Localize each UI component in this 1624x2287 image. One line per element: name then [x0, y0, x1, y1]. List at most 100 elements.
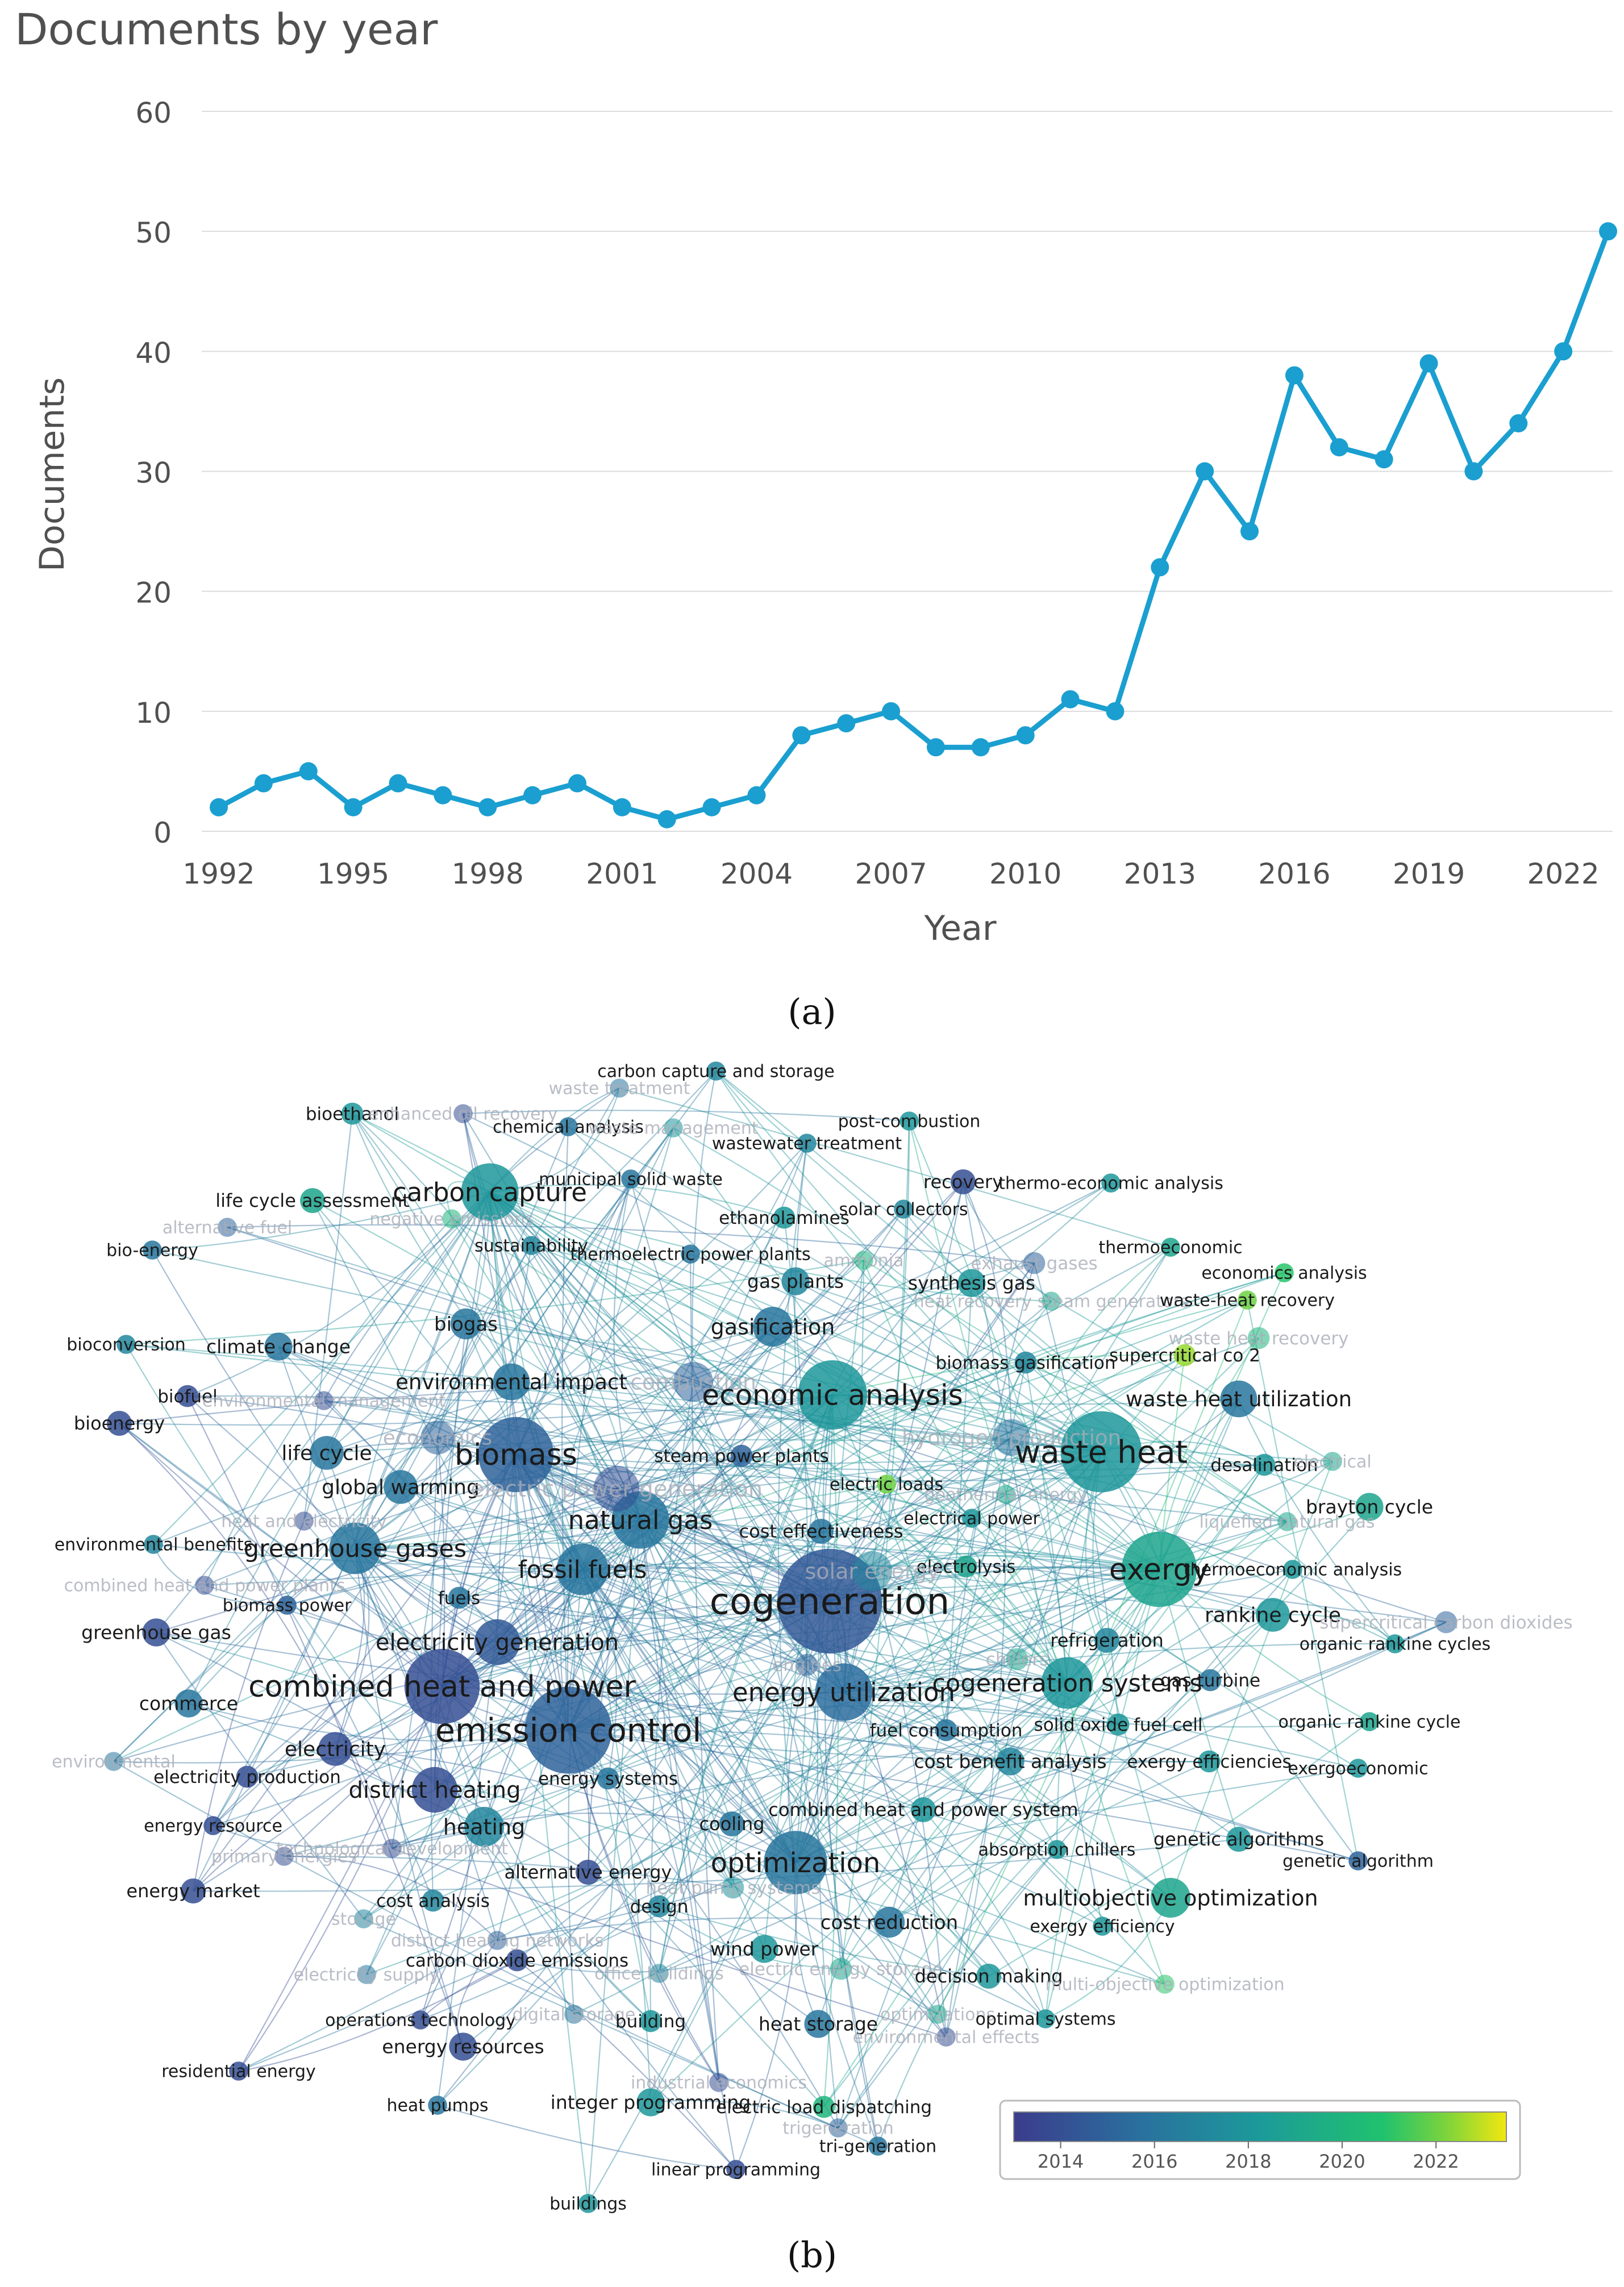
edge: [735, 1862, 798, 2170]
edge: [640, 1519, 1171, 1898]
edge: [561, 1126, 569, 1731]
edge: [153, 1192, 490, 1545]
edge: [885, 1484, 947, 1731]
edge: [823, 1680, 1211, 2107]
node-recovery: [951, 1169, 976, 1194]
label-liquefied-natural-gas: liquefied natural gas: [1200, 1513, 1375, 1532]
edge: [156, 1632, 364, 1919]
label-buildings: buildings: [549, 2194, 627, 2214]
node-cooling: [719, 1811, 744, 1836]
edge: [863, 1260, 1288, 1522]
edge: [795, 1398, 1239, 1863]
edge: [693, 1381, 1102, 1453]
node-engines: [796, 1653, 818, 1676]
node-multi-objective-optimization: [1155, 1974, 1175, 1994]
data-point-2002: [657, 810, 676, 828]
edge: [568, 1181, 964, 1731]
edge: [323, 1399, 1160, 1571]
edge: [323, 1400, 796, 1863]
network-nodes: [104, 1061, 1458, 2213]
node-combined-heat-and-power-plants: [195, 1576, 214, 1595]
label-trigeneration: trigeneration: [782, 2119, 894, 2139]
node-waste-heat: [1060, 1411, 1142, 1493]
label-environmental-effects: environmental effects: [853, 2028, 1040, 2048]
data-point-1994: [299, 762, 318, 781]
data-point-2001: [613, 798, 631, 817]
edge: [355, 1547, 1068, 1684]
node-exergy-efficiency: [1093, 1917, 1112, 1936]
edge: [489, 1192, 947, 1731]
edge: [567, 1730, 719, 2083]
edge: [607, 1394, 834, 1779]
edge: [568, 1126, 1102, 1452]
edge: [962, 1181, 1104, 1927]
edge: [794, 1518, 972, 1863]
edge: [1025, 1362, 1288, 1523]
edge: [843, 1692, 1011, 1763]
data-point-2022: [1554, 342, 1573, 361]
label-cost-benefit-analysis: cost benefit analysis: [914, 1751, 1106, 1773]
node-organic-rankine-cycle: [1360, 1712, 1379, 1731]
edge: [515, 1394, 833, 1456]
edge: [1044, 1569, 1160, 2019]
node-biomass-gasification: [1014, 1351, 1037, 1374]
edge: [640, 1519, 1160, 1571]
edge: [715, 1070, 1396, 1644]
edge: [213, 1127, 674, 1826]
edge: [463, 1113, 1046, 2019]
label-electrical-power: electrical power: [903, 1509, 1040, 1529]
node-digital-storage: [564, 2005, 584, 2024]
edge: [840, 1464, 1265, 1969]
node-bioconversion: [116, 1335, 136, 1354]
edge: [352, 1113, 642, 1520]
x-tick-labels: 1992 1995 1998 2001 2004 2007 2010 2013 2016 2019…: [182, 857, 1599, 890]
label-electrical: electrical: [1293, 1452, 1371, 1472]
label-economics-analysis: economics analysis: [1201, 1264, 1367, 1284]
edge: [517, 1568, 1160, 1961]
edge: [831, 1394, 1057, 1850]
edge: [658, 1394, 834, 1974]
node-biofuel: [176, 1385, 199, 1407]
edge: [616, 1299, 1248, 1490]
edge: [1033, 1263, 1119, 1725]
data-point-1996: [389, 774, 407, 793]
node-electrical-power: [962, 1509, 981, 1528]
edge: [355, 1323, 467, 1549]
edge: [303, 1182, 1111, 1522]
edge: [511, 1381, 844, 1693]
node-thermoelectric-power-plants: [681, 1244, 700, 1264]
edge: [649, 1381, 694, 2022]
label-solar-energy: solar energy: [805, 1559, 940, 1584]
node-fuels: [448, 1586, 470, 1609]
label-thermoeconomic: thermoeconomic: [1098, 1238, 1242, 1258]
edge: [1238, 1398, 1396, 1644]
edge: [489, 1192, 1211, 1681]
edge: [806, 1664, 842, 1969]
node-heat-storage: [804, 2010, 832, 2038]
edge: [988, 1721, 1370, 1977]
node-genetic-algorithm: [1348, 1851, 1368, 1871]
data-point-2021: [1509, 414, 1528, 433]
node-biomass: [478, 1417, 554, 1493]
edge: [363, 1451, 1102, 1919]
node-life-cycle: [310, 1436, 344, 1470]
year-color-legend: 2014 2016 2018 2020 2022: [999, 2099, 1521, 2180]
node-heat-pumps: [428, 2096, 447, 2115]
edge: [355, 1143, 807, 1549]
edge: [193, 1454, 517, 1892]
label-biomass-power: biomass power: [223, 1596, 352, 1616]
node-electrolysis: [955, 1555, 977, 1578]
edge: [392, 1355, 1185, 1849]
edge: [354, 1548, 464, 2047]
edge: [489, 1192, 642, 1520]
edge: [465, 1323, 734, 1888]
label-supercritical-co-2: supercritical co 2: [1109, 1345, 1260, 1366]
edge: [640, 1519, 844, 1693]
label-exhaust-gases: exhaust gases: [971, 1253, 1097, 1274]
edge: [126, 1344, 651, 2022]
label-brayton-cycle: brayton cycle: [1306, 1496, 1433, 1518]
edge: [582, 1394, 833, 1570]
node-energy-resources: [449, 2032, 477, 2061]
edge: [659, 1905, 989, 1977]
edge: [840, 1120, 910, 1969]
